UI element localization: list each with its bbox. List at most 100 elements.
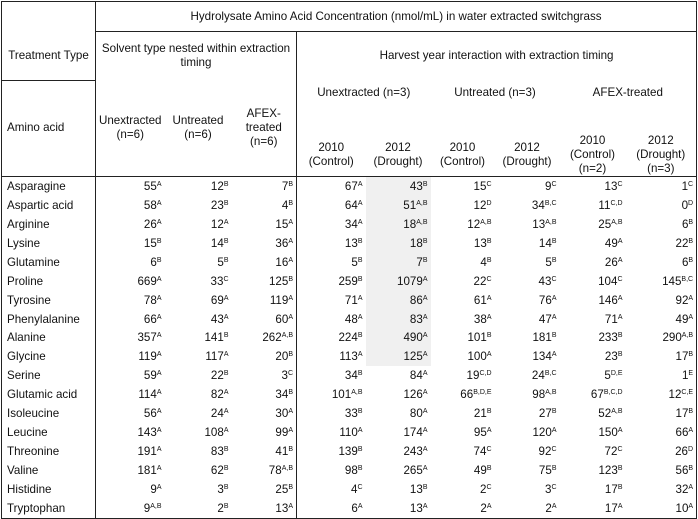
significance-letter: A <box>223 427 229 435</box>
value-cell: 34B <box>296 366 366 386</box>
value-number: 119 <box>138 350 157 364</box>
value-number: 66 <box>460 388 474 402</box>
value-number: 24 <box>531 369 545 383</box>
value-cell: 71A <box>296 290 366 310</box>
value-number: 71 <box>344 293 358 307</box>
significance-letter: B,C,D <box>603 389 623 397</box>
value-cell: 13B <box>296 233 366 253</box>
significance-letter: A <box>223 408 229 416</box>
significance-letter: A <box>156 294 162 302</box>
significance-letter: A <box>551 313 557 321</box>
value-cell: 134A <box>495 347 560 366</box>
value-number: 67 <box>344 179 358 193</box>
value-number: 48 <box>344 312 358 326</box>
value-number: 62 <box>210 464 224 478</box>
value-number: 23 <box>210 198 224 212</box>
value-cell: 150A <box>560 423 626 442</box>
value-cell: 141B <box>165 329 232 348</box>
significance-letter: C <box>688 180 694 188</box>
value-cell: 38A <box>431 310 495 329</box>
significance-letter: B <box>486 408 492 416</box>
value-number: 13 <box>409 501 423 515</box>
table-row: Serine 59A 22B 3C 34B 84A 19C,D 24B,C 5D,E 1E <box>1 366 698 386</box>
value-cell: 145B,C <box>625 271 698 291</box>
value-number: 117 <box>205 350 224 364</box>
value-number: 23 <box>604 350 618 364</box>
value-cell: 114A <box>95 385 165 405</box>
value-cell: 61A <box>431 291 495 310</box>
value-number: 74 <box>473 445 487 459</box>
value-cell: 117A <box>165 347 232 366</box>
significance-letter: A <box>223 351 229 359</box>
value-number: 49 <box>675 312 689 326</box>
significance-letter: B <box>288 483 293 491</box>
value-cell: 23B <box>165 196 232 215</box>
value-cell: 99A <box>232 423 297 442</box>
value-number: 14 <box>538 236 552 250</box>
value-number: 134 <box>532 350 552 364</box>
significance-letter: C <box>551 180 557 188</box>
value-number: 125 <box>403 350 423 364</box>
harvest-header-untr-2012: 2012 (Drought) <box>502 141 552 168</box>
significance-letter: B <box>357 275 363 283</box>
value-cell: 64A <box>296 195 366 215</box>
value-cell: 58A <box>95 195 165 215</box>
value-cell: 26D <box>625 442 698 462</box>
value-cell: 22C <box>431 272 495 291</box>
amino-acid-name: Phenylalanine <box>1 309 96 329</box>
value-cell: 19C,D <box>431 366 495 385</box>
amino-acid-name: Alanine <box>1 328 96 348</box>
significance-letter: A <box>617 502 623 510</box>
significance-letter: A <box>223 389 229 397</box>
value-cell: 3C <box>232 366 297 385</box>
value-cell: 24A <box>165 404 232 423</box>
significance-letter: B <box>223 256 229 264</box>
value-number: 67 <box>590 388 604 402</box>
significance-letter: A <box>156 370 162 378</box>
value-cell: 1079A <box>365 271 431 291</box>
value-number: 12 <box>473 198 487 212</box>
table-row: Phenylalanine 66A 43A 60A 48A 83A 38A 47A 71A 49A <box>1 309 698 329</box>
value-cell: 34B,C <box>495 196 560 215</box>
value-cell: 49B <box>431 461 495 480</box>
significance-letter: C,E <box>681 389 694 397</box>
value-number: 243 <box>403 445 423 459</box>
value-cell: 101A,B <box>296 385 366 405</box>
value-number: 145 <box>662 274 682 288</box>
significance-letter: C <box>551 275 557 283</box>
value-cell: 3C <box>495 480 560 499</box>
significance-letter: A <box>223 218 229 226</box>
value-number: 259 <box>338 274 358 288</box>
significance-letter: A,B <box>545 389 557 397</box>
value-number: 5 <box>604 369 611 383</box>
value-cell: 125A <box>365 347 431 367</box>
value-cell: 126A <box>366 385 431 404</box>
amino-acid-name: Isoleucine <box>1 404 96 424</box>
significance-letter: A <box>156 483 162 491</box>
significance-letter: A <box>357 427 363 435</box>
value-number: 110 <box>339 426 358 440</box>
significance-letter: B <box>422 180 428 188</box>
value-cell: 30A <box>232 404 297 423</box>
value-cell: 13A,B <box>495 215 560 234</box>
value-cell: 108A <box>165 423 232 442</box>
value-cell: 2B <box>164 498 232 519</box>
value-number: 18 <box>409 236 423 250</box>
value-number: 99 <box>275 426 289 440</box>
value-number: 119 <box>269 293 289 307</box>
table-row: Leucine 143A 108A 99A 110A 174A 95A 120A 150A 66A <box>1 423 698 443</box>
value-cell: 1E <box>625 366 698 386</box>
value-cell: 82A <box>165 385 232 404</box>
value-number: 12 <box>668 388 682 402</box>
significance-letter: B <box>156 256 162 264</box>
value-cell: 25B <box>232 480 297 499</box>
value-cell: 265A <box>366 461 431 480</box>
value-number: 60 <box>275 312 289 326</box>
value-cell: 119A <box>232 291 297 310</box>
value-cell: 10A <box>625 498 698 519</box>
value-number: 17 <box>604 482 618 496</box>
amino-acid-name: Asparagine <box>1 175 96 196</box>
value-cell: 48A <box>296 309 366 329</box>
significance-letter: B <box>357 370 363 378</box>
significance-letter: A <box>156 465 162 473</box>
